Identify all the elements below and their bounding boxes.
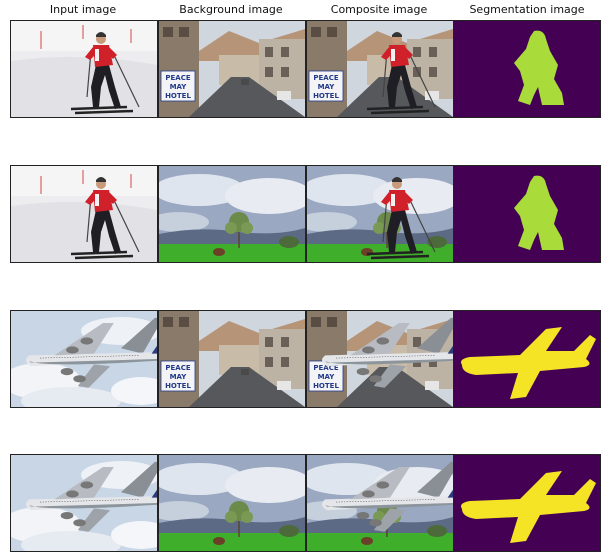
sign-line-3: HOTEL — [165, 382, 191, 390]
composite-image-2 — [306, 165, 454, 263]
segmentation-image-2 — [453, 165, 601, 263]
sign-line-3: HOTEL — [165, 92, 191, 100]
sign-line-1: PEACE — [313, 74, 338, 82]
background-image-3: PEACE MAY HOTEL — [158, 310, 306, 408]
column-title-composite: Composite image — [330, 3, 428, 16]
input-image-2 — [10, 165, 158, 263]
segmentation-image-1 — [453, 20, 601, 118]
sign-line-1: PEACE — [165, 364, 190, 372]
background-image-1: PEACE MAY HOTEL — [158, 20, 306, 118]
composite-image-3: PEACE MAY HOTEL — [306, 310, 454, 408]
column-title-background: Background image — [179, 3, 283, 16]
input-image-4 — [10, 454, 158, 552]
sign-line-2: MAY — [318, 83, 336, 91]
input-image-1 — [10, 20, 158, 118]
sign-line-3: HOTEL — [313, 92, 339, 100]
input-image-3 — [10, 310, 158, 408]
column-title-input: Input image — [49, 3, 117, 16]
composite-image-1: PEACE MAY HOTEL — [306, 20, 454, 118]
sign-line-1: PEACE — [313, 364, 338, 372]
composite-image-4 — [306, 454, 454, 552]
background-image-2 — [158, 165, 306, 263]
background-image-4 — [158, 454, 306, 552]
sign-line-2: MAY — [170, 373, 188, 381]
sign-line-1: PEACE — [165, 74, 190, 82]
sign-line-3: HOTEL — [313, 382, 339, 390]
segmentation-image-3 — [453, 310, 601, 408]
sign-line-2: MAY — [318, 373, 336, 381]
segmentation-image-4 — [453, 454, 601, 552]
column-title-segmentation: Segmentation image — [469, 3, 585, 16]
sign-line-2: MAY — [170, 83, 188, 91]
